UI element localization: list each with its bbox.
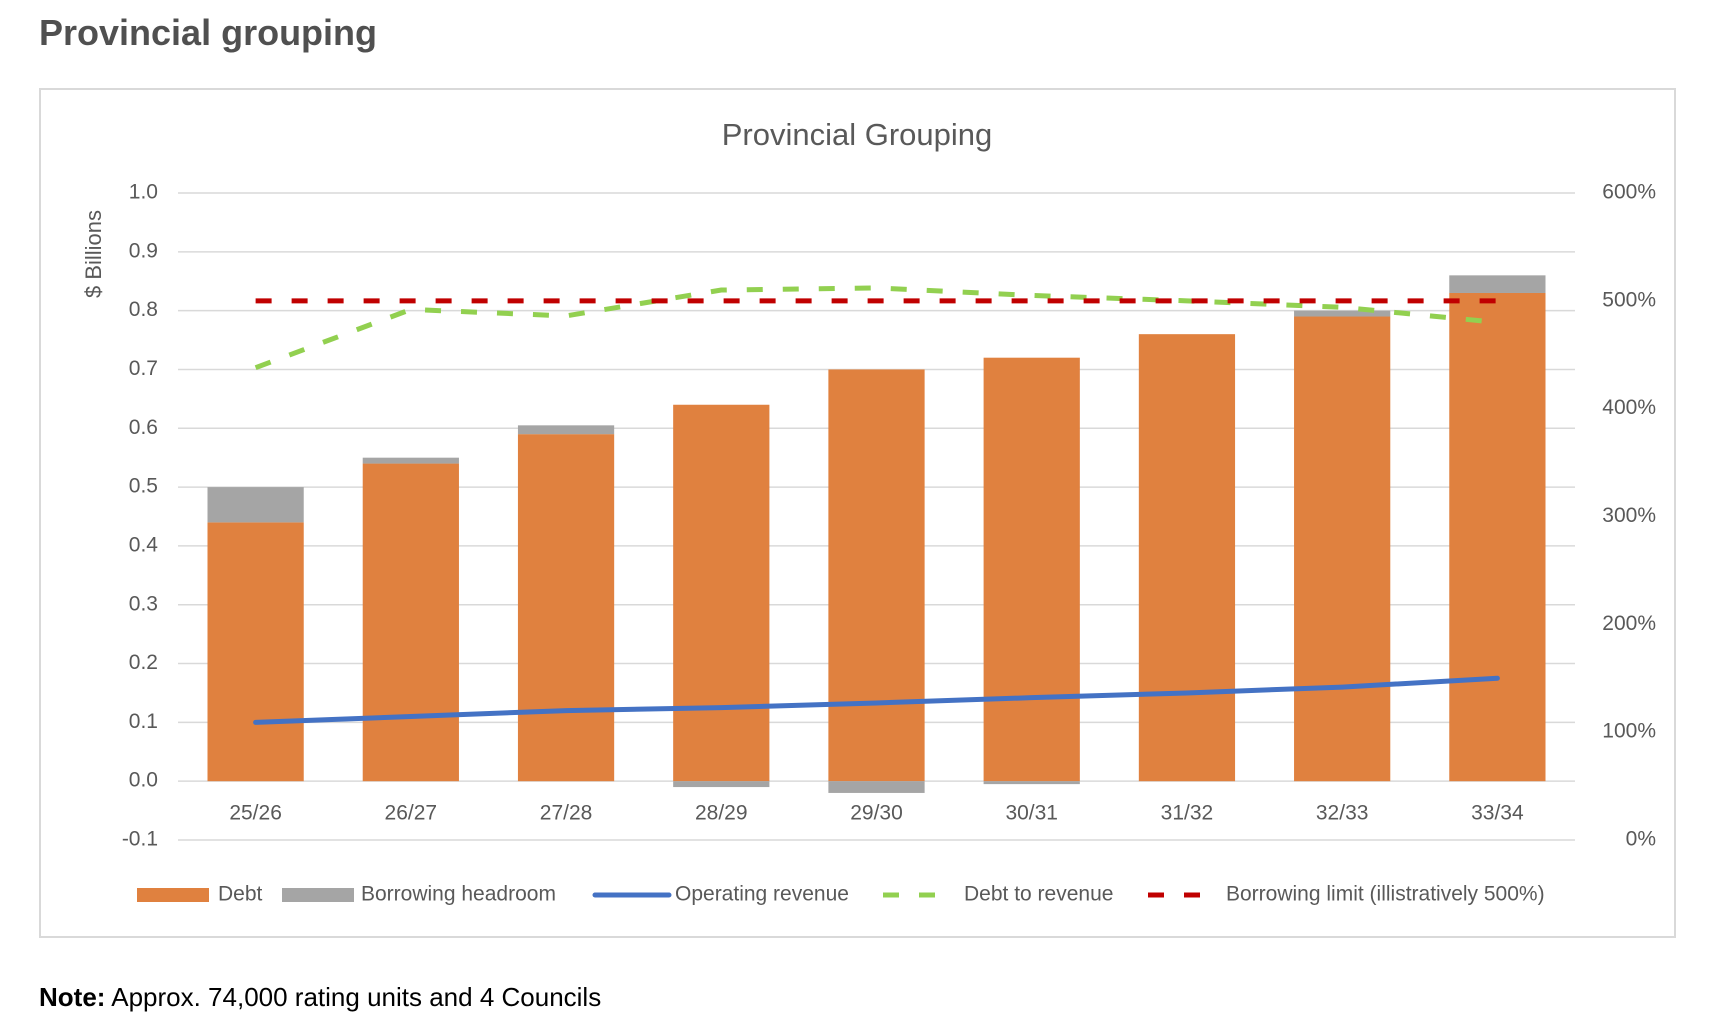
y2-tick-label: 600% [1602,181,1656,204]
y-tick-label: 0.1 [129,710,158,733]
bar [983,781,1080,785]
bar [362,463,459,782]
y-tick-label: 0.9 [129,239,158,262]
y-tick-label: 0.8 [129,298,158,321]
y-tick-label: 0.0 [129,769,158,792]
y2-tick-label: 0% [1626,828,1656,851]
x-tick-label: 33/34 [1471,802,1524,825]
note: Note: Approx. 74,000 rating units and 4 … [39,982,601,1013]
y2-tick-label: 500% [1602,288,1656,311]
page-title: Provincial grouping [39,12,378,53]
legend-label: Debt to revenue [964,883,1113,906]
y2-tick-label: 300% [1602,504,1656,527]
y-tick-label: 0.2 [129,651,158,674]
bar [828,369,925,782]
bar [207,487,304,523]
x-tick-label: 29/30 [850,802,903,825]
y-tick-label: 0.3 [129,592,158,615]
line-series [254,285,1498,371]
y2-tick-label: 400% [1602,396,1656,419]
y-tick-label: 0.4 [129,533,159,556]
legend-swatch [282,888,354,902]
y-tick-label: 0.7 [129,357,158,380]
y2-tick-label: 100% [1602,720,1656,743]
bar [1138,334,1236,782]
chart-title: Provincial Grouping [722,117,993,152]
note-label: Note: [39,982,106,1012]
y2-tick-label: 200% [1602,612,1656,635]
bar [1294,316,1391,782]
x-tick-label: 25/26 [229,802,282,825]
chart: Provincial Grouping $ Billions -0.1 0.0 0.… [39,88,1676,938]
y-tick-label: 0.5 [129,475,158,498]
bar [673,781,770,788]
y-tick-label: -0.1 [122,828,158,851]
x-tick-label: 26/27 [385,802,438,825]
legend-label: Borrowing headroom [361,883,556,906]
x-tick-label: 27/28 [540,802,593,825]
y-tick-label: 0.6 [129,416,158,439]
bar [828,781,925,793]
legend-swatch [137,888,209,902]
note-text: Approx. 74,000 rating units and 4 Counci… [111,982,602,1012]
bar [517,425,615,435]
legend-label: Debt [218,883,263,906]
line-series [253,675,1500,725]
legend-label: Borrowing limit (illistratively 500%) [1226,883,1545,906]
bar [1449,275,1546,293]
y-tick-label: 1.0 [129,181,158,204]
x-tick-label: 28/29 [695,802,748,825]
x-tick-label: 31/32 [1161,802,1214,825]
x-tick-label: 32/33 [1316,802,1369,825]
bar [362,457,459,464]
bar [1294,310,1391,317]
legend-label: Operating revenue [675,883,849,906]
bar [673,404,770,782]
bar [207,522,304,782]
y-axis-label: $ Billions [81,210,106,298]
bar [517,434,615,782]
bar [1449,292,1546,782]
x-tick-label: 30/31 [1005,802,1058,825]
bar [983,357,1080,782]
